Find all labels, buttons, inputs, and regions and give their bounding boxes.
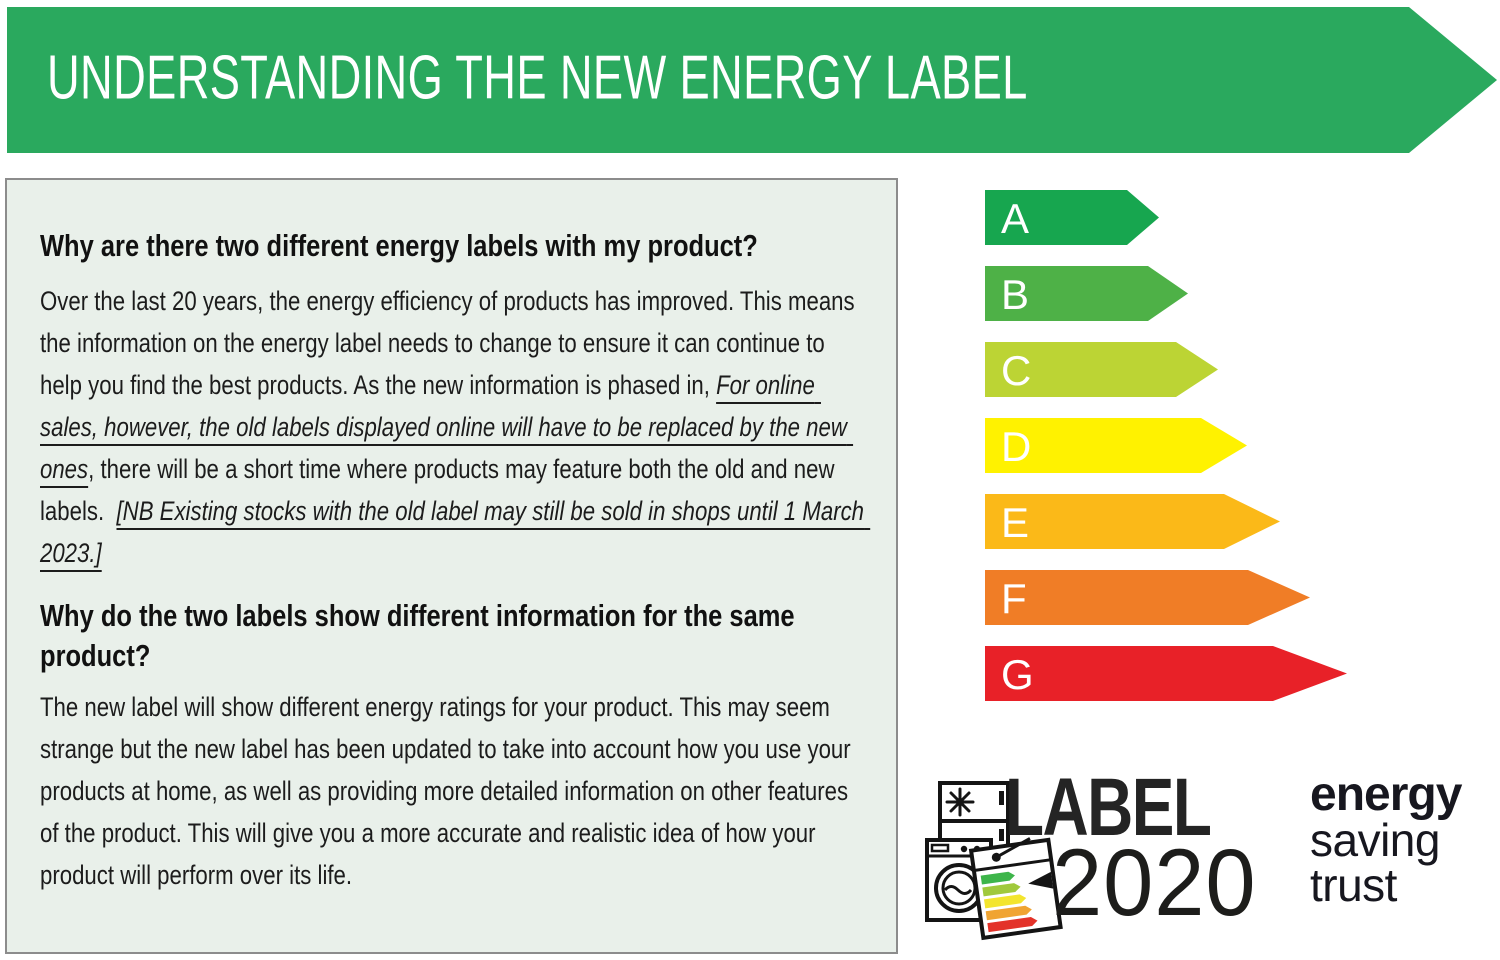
label2020-wordmark: LABEL bbox=[1005, 762, 1212, 853]
rating-grade-letter: B bbox=[1001, 271, 1030, 318]
label2020-appliances-icon bbox=[925, 781, 1063, 941]
underlined-note-online-sales: For online sales, however, the old label… bbox=[40, 370, 854, 484]
rating-grade-letter: C bbox=[1001, 347, 1032, 394]
rating-grade-letter: D bbox=[1001, 423, 1032, 470]
section2-heading: Why do the two labels show different inf… bbox=[40, 598, 795, 673]
snowflake-icon bbox=[945, 787, 975, 817]
rating-grade-letter: A bbox=[1001, 195, 1030, 242]
est-logo-line-saving: saving bbox=[1310, 814, 1440, 866]
rating-arrow-c: C bbox=[985, 342, 1218, 397]
rating-grade-letter: F bbox=[1001, 575, 1027, 622]
rating-arrow-b: B bbox=[985, 266, 1188, 321]
rating-arrow-g: G bbox=[985, 646, 1347, 701]
energy-saving-trust-logo: energy saving trust bbox=[1310, 768, 1462, 911]
rating-grade-letter: G bbox=[1001, 651, 1034, 698]
text-run: , there will be a short time where produ… bbox=[40, 454, 841, 526]
info-panel: Why are there two different energy label… bbox=[5, 178, 898, 954]
section1-paragraph: Over the last 20 years, the energy effic… bbox=[40, 280, 870, 574]
underlined-note-existing-stocks: [NB Existing stocks with the old label m… bbox=[40, 496, 871, 568]
rating-arrow-f: F bbox=[985, 570, 1310, 625]
rating-grade-letter: E bbox=[1001, 499, 1030, 546]
rating-arrow-a: A bbox=[985, 190, 1159, 245]
section2-paragraph: The new label will show different energy… bbox=[40, 692, 857, 890]
energy-label-card-icon bbox=[968, 837, 1063, 941]
info-panel-content: Why are there two different energy label… bbox=[40, 226, 870, 918]
text-run: Over the last 20 years, the energy effic… bbox=[40, 286, 861, 400]
label2020-year: 2020 bbox=[1052, 830, 1257, 936]
rating-arrow-d: D bbox=[985, 418, 1247, 473]
est-logo-line-trust: trust bbox=[1310, 859, 1397, 911]
est-logo-line-energy: energy bbox=[1310, 768, 1462, 821]
page-title: UNDERSTANDING THE NEW ENERGY LABEL bbox=[47, 43, 1028, 113]
rating-arrow-e: E bbox=[985, 494, 1280, 549]
section1-heading: Why are there two different energy label… bbox=[40, 228, 758, 263]
banner: UNDERSTANDING THE NEW ENERGY LABEL bbox=[7, 7, 1497, 153]
